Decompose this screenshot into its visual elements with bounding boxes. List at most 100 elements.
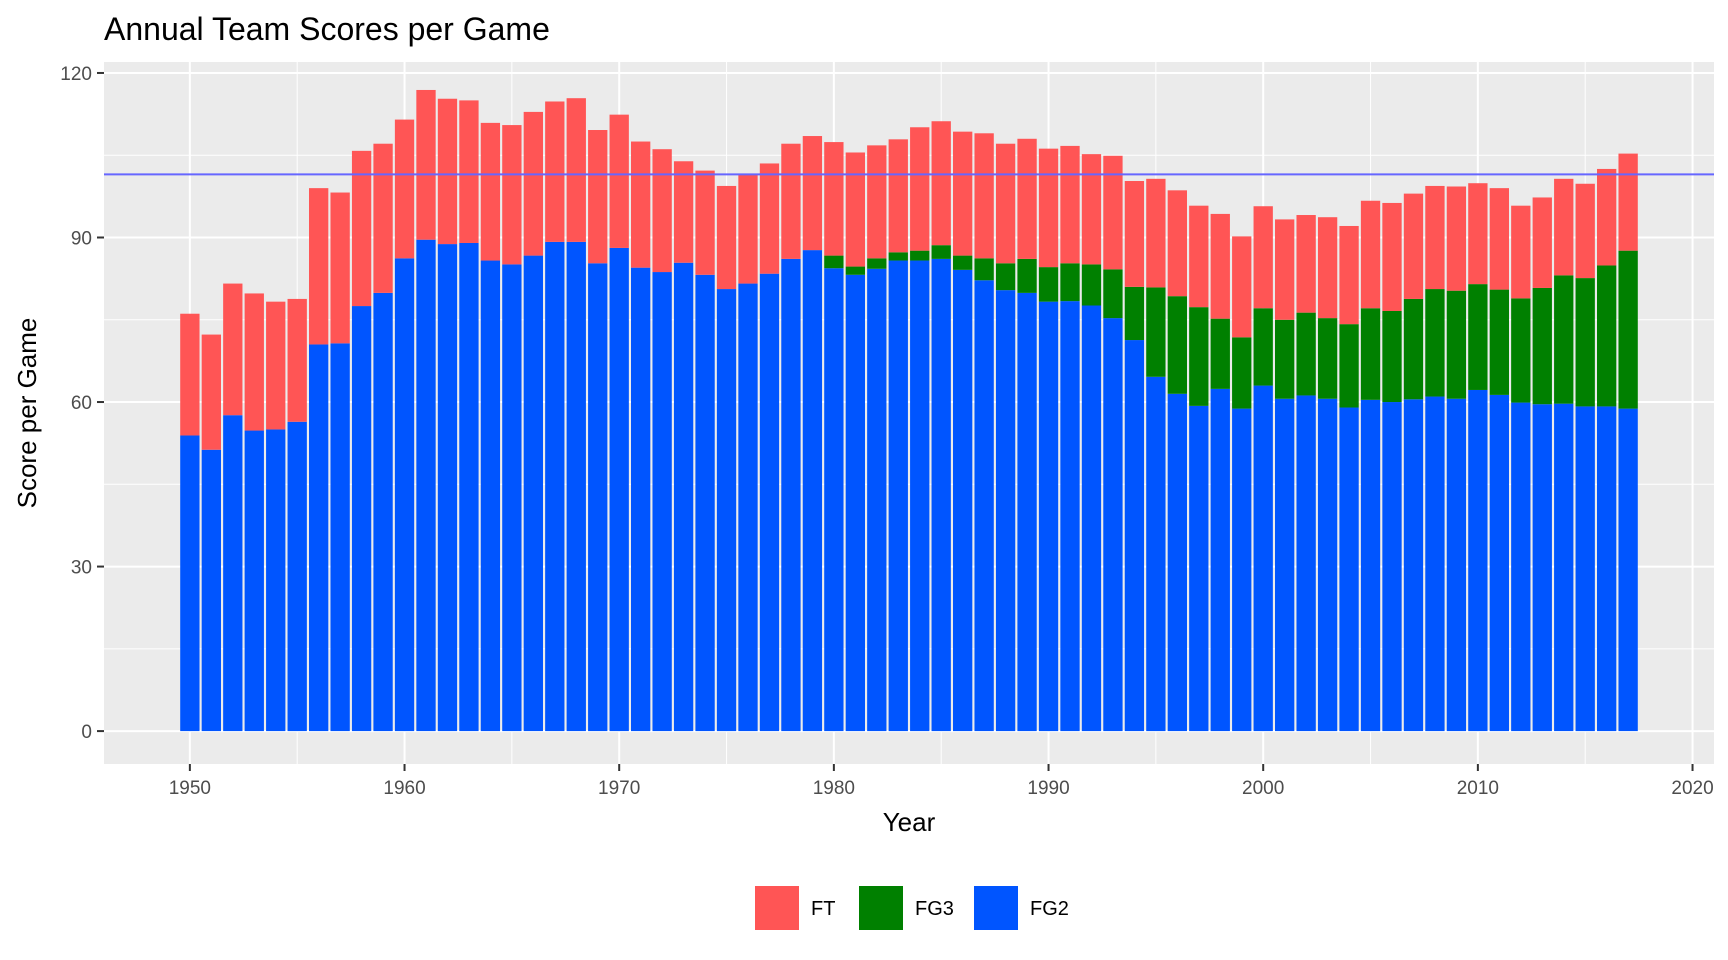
bar-ft-1963: [459, 100, 479, 243]
bar-fg2-1992: [1081, 305, 1102, 732]
bar-ft-1992: [1081, 154, 1102, 265]
bar-fg2-1980: [824, 268, 844, 732]
bar-fg3-2001: [1275, 319, 1295, 399]
bar-fg3-2000: [1253, 308, 1273, 386]
bar-ft-1982: [867, 145, 887, 259]
bar-fg3-1987: [974, 258, 994, 281]
bar-ft-1990: [1038, 148, 1059, 268]
bar-ft-2000: [1253, 206, 1273, 309]
bar-ft-2001: [1275, 219, 1295, 320]
bar-ft-1994: [1124, 181, 1145, 287]
bar-ft-1995: [1146, 178, 1166, 288]
bar-ft-1983: [888, 139, 908, 253]
bar-ft-2012: [1511, 205, 1531, 299]
bar-ft-1966: [523, 111, 543, 256]
x-tick-label: 1950: [169, 778, 211, 799]
bar-ft-1986: [953, 131, 973, 256]
bar-fg2-2003: [1317, 398, 1338, 732]
bar-fg3-1995: [1146, 287, 1166, 377]
bar-fg2-1988: [995, 290, 1016, 732]
bar-ft-2011: [1489, 188, 1509, 290]
bar-fg3-1982: [867, 258, 887, 269]
bar-fg3-2015: [1575, 278, 1595, 407]
bar-fg3-1980: [824, 255, 844, 269]
bar-fg2-1999: [1232, 408, 1252, 732]
bar-fg2-1994: [1124, 340, 1145, 732]
bar-ft-1964: [480, 122, 501, 261]
bar-fg2-1982: [867, 268, 887, 732]
bar-fg3-2016: [1597, 265, 1617, 407]
bar-fg2-1954: [266, 429, 286, 732]
bar-fg3-2003: [1317, 318, 1338, 399]
bar-ft-1973: [673, 161, 694, 263]
bar-ft-2004: [1339, 225, 1359, 325]
bar-ft-1955: [287, 298, 307, 422]
bar-fg2-1952: [223, 415, 243, 732]
bar-fg3-1985: [931, 245, 951, 259]
bar-ft-1989: [1017, 138, 1037, 259]
bar-fg2-1955: [287, 421, 307, 732]
y-tick-label: 120: [60, 64, 92, 85]
bar-ft-2007: [1403, 193, 1424, 299]
bar-fg2-1974: [695, 274, 715, 732]
bar-fg2-1951: [201, 449, 221, 732]
x-tick-label: 2000: [1242, 778, 1284, 799]
bar-fg2-1998: [1210, 388, 1230, 732]
bar-fg2-2008: [1425, 396, 1445, 732]
bar-ft-2003: [1317, 217, 1338, 319]
bar-ft-1969: [588, 130, 608, 264]
bar-ft-1977: [759, 163, 780, 274]
bar-fg2-2014: [1554, 403, 1574, 732]
bar-ft-1961: [416, 89, 436, 240]
bar-fg3-2007: [1403, 298, 1424, 400]
bar-fg2-1967: [545, 241, 565, 732]
bar-fg3-1993: [1103, 269, 1123, 319]
bar-fg2-1958: [351, 306, 372, 732]
bars-layer: [180, 89, 1638, 732]
bar-fg2-1966: [523, 255, 543, 732]
bar-fg2-1975: [716, 289, 737, 732]
bar-ft-1993: [1103, 155, 1123, 270]
y-tick-label: 0: [81, 722, 92, 743]
x-tick-label: 2020: [1671, 778, 1713, 799]
bar-ft-1953: [244, 293, 264, 431]
bar-fg2-2004: [1339, 407, 1359, 732]
bar-ft-1960: [394, 119, 415, 259]
bar-ft-1975: [716, 185, 737, 290]
bar-ft-1952: [223, 283, 243, 416]
axis-layer: 0 30 60 90 120 1950 1960 1970 1980 1990 2000 2010 20…: [60, 64, 1713, 799]
y-tick-label: 30: [71, 558, 92, 579]
bar-fg2-1957: [330, 343, 350, 732]
bar-fg3-2006: [1382, 310, 1402, 403]
bar-fg3-2010: [1468, 284, 1488, 390]
bar-fg3-1983: [888, 252, 908, 261]
bar-ft-1996: [1167, 190, 1187, 297]
bar-ft-1999: [1232, 236, 1252, 338]
bar-ft-1971: [631, 141, 651, 268]
bar-ft-1970: [609, 114, 629, 248]
bar-fg3-1986: [953, 255, 973, 270]
bar-fg2-1976: [738, 283, 758, 732]
bar-ft-1965: [502, 125, 522, 265]
bar-ft-2015: [1575, 183, 1595, 279]
bar-ft-1978: [781, 143, 801, 259]
bar-fg2-2000: [1253, 385, 1273, 732]
bar-ft-1958: [351, 150, 372, 307]
legend-label-fg3: FG3: [915, 898, 954, 920]
bar-fg2-2015: [1575, 406, 1595, 732]
x-tick-label: 1990: [1027, 778, 1069, 799]
bar-fg3-2005: [1360, 308, 1381, 400]
bar-fg2-1971: [631, 267, 651, 732]
bar-ft-1997: [1189, 205, 1209, 308]
bar-fg2-2009: [1446, 398, 1467, 732]
bar-fg2-1987: [974, 280, 994, 732]
bar-fg2-2005: [1360, 399, 1381, 732]
bar-fg3-1991: [1060, 263, 1080, 302]
bar-fg2-1985: [931, 258, 951, 732]
bar-ft-1959: [373, 143, 393, 293]
bar-fg3-2009: [1446, 290, 1467, 399]
legend-key-fg2: [974, 886, 1018, 930]
bar-fg2-1959: [373, 292, 393, 732]
bar-ft-2010: [1468, 183, 1488, 285]
bar-fg2-1973: [673, 262, 694, 732]
